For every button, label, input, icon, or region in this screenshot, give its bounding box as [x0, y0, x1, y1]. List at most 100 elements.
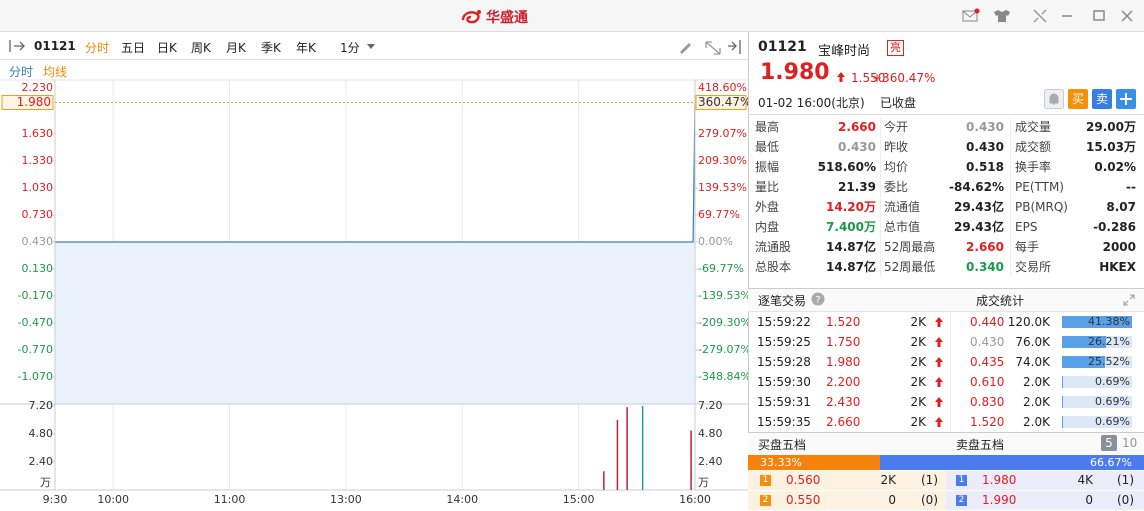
- volume-tick-label: 4.80: [698, 427, 723, 440]
- volume-tick-label: 7.20: [698, 399, 723, 412]
- period-tab[interactable]: 五日: [121, 41, 146, 55]
- trade-price: 1.750: [826, 335, 861, 349]
- up-arrow: [935, 417, 943, 427]
- trades-title: 逐笔交易: [758, 294, 807, 308]
- arrow-shape: [935, 337, 943, 347]
- ask-volume: 4K: [1077, 473, 1093, 487]
- logo-icon: [461, 10, 481, 24]
- trade-price: 1.520: [826, 315, 861, 329]
- interval-select[interactable]: 1分: [340, 41, 360, 55]
- stat-value: 29.43亿: [954, 200, 1004, 214]
- chart-tab-ma[interactable]: 均线: [43, 65, 68, 79]
- stat-bar: [1062, 336, 1107, 348]
- x-tick-label: 11:00: [214, 493, 246, 506]
- trade-volume: 2K: [910, 335, 926, 349]
- stat-bar: [1062, 416, 1064, 428]
- stat-value: 0.430: [966, 140, 1004, 154]
- quote-price: 1.980: [760, 60, 830, 85]
- quote-time: 01-02 16:00(北京): [758, 96, 865, 110]
- trade-volume: 2K: [910, 355, 926, 369]
- chart-tools[interactable]: [676, 38, 744, 56]
- last-pct-box: [695, 94, 747, 110]
- stat-price: 0.830: [970, 395, 1005, 409]
- y2-tick-label: 279.07%: [698, 127, 747, 140]
- ask-volume: 0: [1085, 493, 1093, 507]
- sell-ratio-bar: [879, 455, 1144, 470]
- stat-label: 流通股: [755, 240, 792, 254]
- stat-value: 15.03万: [1086, 140, 1136, 154]
- title-bar: [0, 0, 1144, 32]
- stat-value: --: [1126, 180, 1136, 194]
- stat-value: 0.430: [838, 140, 876, 154]
- collapse-icon[interactable]: [8, 38, 28, 54]
- arrow-shape: [935, 317, 943, 327]
- sell-button[interactable]: 卖: [1092, 89, 1112, 109]
- buy-button[interactable]: 买: [1068, 89, 1088, 109]
- volume-tick-label: 7.20: [29, 399, 54, 412]
- up-arrow: [935, 337, 943, 347]
- stat-value: 29.43亿: [954, 220, 1004, 234]
- ask-price: 1.990: [982, 493, 1017, 507]
- stat-bar: [1062, 356, 1106, 368]
- bid-volume: 0: [888, 493, 896, 507]
- quote-name: 宝峰时尚: [818, 44, 871, 59]
- period-tab[interactable]: 季K: [261, 41, 281, 55]
- add-button[interactable]: [1116, 89, 1136, 109]
- chart-tab-time[interactable]: 分时: [9, 65, 34, 79]
- help-icon[interactable]: ?: [811, 292, 825, 306]
- divider: [950, 312, 951, 432]
- quote-badge: 亮: [887, 40, 904, 56]
- depth-option[interactable]: 5: [1101, 435, 1117, 451]
- y-tick-label: -0.170: [18, 289, 53, 302]
- stat-value: 0.02%: [1094, 160, 1136, 174]
- stat-volume: 2.0K: [1023, 395, 1050, 409]
- alert-button[interactable]: [1044, 89, 1064, 109]
- stat-label: 总股本: [755, 260, 792, 274]
- trade-time: 15:59:25: [757, 335, 811, 349]
- period-tab[interactable]: 日K: [157, 41, 177, 55]
- bid-row: [748, 471, 946, 491]
- volume-bar: [616, 420, 619, 490]
- period-tab[interactable]: 月K: [226, 41, 246, 55]
- stat-value: 518.60%: [817, 160, 876, 174]
- stat-price: 0.430: [970, 335, 1005, 349]
- divider: [1010, 118, 1011, 276]
- stat-pct: 26.21%: [1088, 335, 1130, 348]
- stat-pct: 0.69%: [1095, 415, 1130, 428]
- bid-price: 0.560: [786, 473, 821, 487]
- stat-price: 1.520: [970, 415, 1005, 429]
- ask-level: 2: [956, 495, 967, 506]
- bid-price: 0.550: [786, 493, 821, 507]
- quote-change: 1.550: [851, 71, 886, 85]
- x-tick-label: 15:00: [563, 493, 595, 506]
- stat-value: 0.518: [966, 160, 1004, 174]
- trade-volume: 2K: [910, 395, 926, 409]
- stat-bar: [1062, 396, 1064, 408]
- period-tab[interactable]: 分时: [85, 41, 110, 55]
- volume-bar: [690, 430, 692, 490]
- expand-icon[interactable]: [1122, 293, 1136, 307]
- depth-option[interactable]: 10: [1122, 436, 1138, 450]
- period-tab[interactable]: 周K: [191, 41, 211, 55]
- bid-level: 2: [760, 495, 771, 506]
- window-controls[interactable]: [960, 6, 1140, 26]
- stat-bar-track: [1062, 396, 1132, 408]
- stat-label: EPS: [1015, 220, 1038, 234]
- y-tick-label: 1.030: [22, 181, 54, 194]
- y-tick-label: -0.470: [18, 316, 53, 329]
- bid-level: 1: [760, 475, 771, 486]
- trade-volume: 2K: [910, 375, 926, 389]
- y-tick-label: 0.430: [22, 235, 54, 248]
- up-arrow: [935, 397, 943, 407]
- stat-value: 14.87亿: [826, 260, 876, 274]
- period-tab[interactable]: 年K: [296, 41, 316, 55]
- y2-tick-label: -209.30%: [698, 316, 748, 329]
- ask-row: [946, 471, 1144, 491]
- y2-tick-label: -69.77%: [698, 262, 744, 275]
- y2-tick-label: 418.60%: [698, 81, 747, 94]
- stat-volume: 76.0K: [1015, 335, 1050, 349]
- stat-volume: 120.0K: [1007, 315, 1050, 329]
- volume-bar: [641, 406, 644, 490]
- buy-book-title: 买盘五档: [758, 438, 807, 452]
